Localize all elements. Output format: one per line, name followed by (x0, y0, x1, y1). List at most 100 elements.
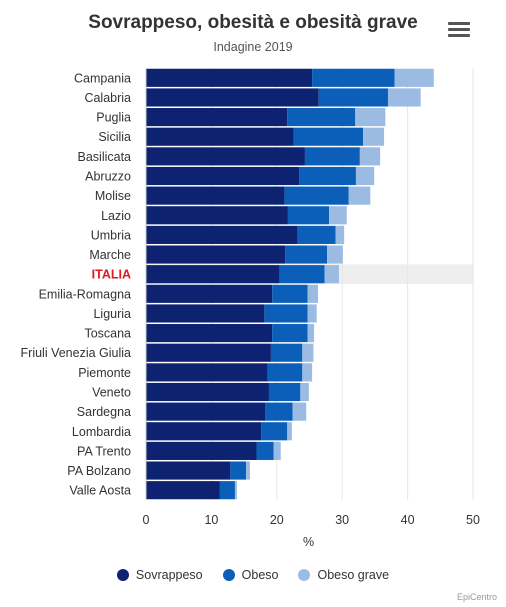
legend-swatch-sovrappeso (116, 569, 129, 581)
bar-segment (394, 68, 434, 87)
bar-segment (272, 284, 308, 303)
bar-segment (230, 461, 247, 480)
bar-segment (272, 324, 308, 343)
category-label: Campania (74, 71, 131, 85)
x-tick-label: 40 (401, 513, 415, 527)
bar-segment (355, 166, 375, 186)
bar-segment (284, 186, 349, 205)
legend-swatch-obeso-grave (298, 569, 311, 581)
bar-segment (307, 324, 315, 343)
bar-segment (146, 441, 257, 460)
bar-segment (146, 225, 298, 244)
bar-segment (268, 382, 301, 402)
bar-segment (146, 265, 280, 284)
bar-segment (297, 225, 336, 244)
category-label: PA Bolzano (67, 464, 131, 478)
x-tick-label: 10 (204, 513, 218, 527)
bar-segment (146, 68, 313, 87)
bar-segment (256, 441, 274, 460)
category-label: Piemonte (78, 366, 131, 380)
bar-segment (234, 481, 237, 500)
bar-segment (265, 402, 293, 421)
bar-segment (146, 166, 300, 186)
category-label: Molise (95, 189, 131, 203)
bar-segment (146, 422, 262, 441)
bar-segment (335, 225, 345, 244)
bar-segment (287, 206, 330, 225)
bar-segment (146, 284, 273, 303)
bar-segment (287, 108, 356, 127)
bar-segment (146, 304, 265, 323)
category-label: ITALIA (92, 268, 131, 282)
bar-segment (355, 108, 386, 127)
category-label: Umbria (91, 228, 131, 242)
bar-segment (304, 147, 360, 166)
bar-segment (273, 441, 281, 460)
category-label: Toscana (84, 327, 131, 341)
bar-segment (324, 265, 339, 284)
bar-segment (246, 461, 250, 480)
category-label: Liguria (93, 307, 131, 321)
legend-item-obeso-grave[interactable]: Obeso grave (298, 568, 389, 582)
chart-title: Sovrappeso, obesità e obesità grave (88, 12, 418, 33)
category-label: Lazio (101, 209, 131, 223)
x-axis-title: % (303, 535, 314, 549)
category-label: Veneto (92, 386, 131, 400)
bar-segment (302, 343, 314, 362)
bar-segment (327, 245, 343, 264)
bar-segment (299, 166, 356, 186)
legend-label-sovrappeso: Sovrappeso (135, 568, 203, 582)
bar-segment (264, 304, 308, 323)
category-label: Marche (89, 248, 131, 262)
bar-segment (146, 363, 268, 382)
bar-segment (387, 88, 421, 107)
bar-segment (293, 127, 364, 146)
bar-segment (146, 147, 305, 166)
legend-label-obeso-grave: Obeso grave (317, 568, 390, 582)
bar-segment (318, 88, 388, 107)
category-label: PA Trento (77, 444, 131, 458)
legend-label-obeso: Obeso (241, 568, 279, 582)
bar-segment (146, 206, 288, 225)
legend-swatch-obeso (222, 569, 235, 581)
bar-segment (359, 147, 381, 166)
category-label: Friuli Venezia Giulia (21, 346, 132, 360)
bar-segment (285, 245, 328, 264)
legend-item-sovrappeso[interactable]: Sovrappeso (116, 568, 203, 582)
hamburger-menu-icon[interactable] (448, 22, 470, 40)
bar-segment (287, 422, 292, 441)
bar-segment (146, 245, 286, 264)
chart-subtitle: Indagine 2019 (213, 40, 293, 54)
x-tick-label: 0 (143, 513, 150, 527)
category-label: Emilia-Romagna (39, 287, 131, 301)
bar-segment (312, 68, 395, 87)
bar-segment (146, 324, 273, 343)
bar-segment (146, 343, 271, 362)
credit-label[interactable]: EpiCentro (456, 592, 497, 602)
bar-segment (146, 382, 269, 402)
bar-segment (348, 186, 371, 205)
category-label: Puglia (96, 111, 131, 125)
bar-segment (363, 127, 385, 146)
legend: Sovrappeso Obeso Obeso grave (0, 568, 506, 582)
bar-segment (219, 481, 235, 500)
bar-segment (146, 108, 288, 127)
bar-segment (146, 481, 220, 500)
bar-segment (307, 304, 317, 323)
category-label: Sardegna (77, 405, 131, 419)
bar-segment (329, 206, 347, 225)
category-label: Sicilia (98, 130, 131, 144)
bar-segment (270, 343, 303, 362)
bar-segment (267, 363, 303, 382)
legend-item-obeso[interactable]: Obeso (222, 568, 279, 582)
category-label: Lombardia (72, 425, 131, 439)
bar-segment (261, 422, 288, 441)
bar-segment (146, 461, 231, 480)
category-label: Basilicata (78, 150, 132, 164)
x-tick-label: 50 (466, 513, 480, 527)
bar-segment (279, 265, 325, 284)
bar-segment (292, 402, 307, 421)
category-label: Valle Aosta (69, 484, 131, 498)
bar-segment (146, 127, 294, 146)
